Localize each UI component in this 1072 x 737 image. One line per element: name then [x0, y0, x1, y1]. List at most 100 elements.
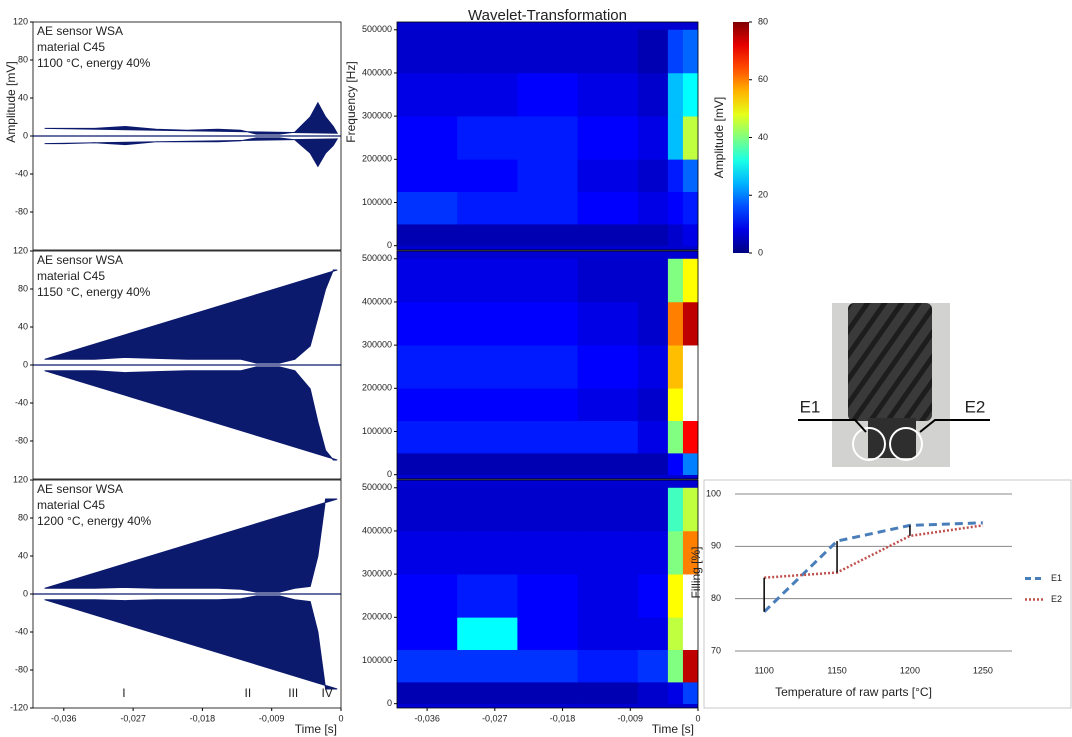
heatmap-cell [637, 301, 669, 346]
heatmap-cell [457, 191, 518, 225]
heatmap-cell [397, 682, 458, 704]
heatmap-cell [517, 258, 578, 303]
heatmap-cell [577, 345, 639, 389]
plot-border [396, 479, 699, 709]
heatmap-cell [397, 420, 458, 454]
y-tick-label: -80 [15, 206, 28, 216]
heatmap-cell [637, 72, 669, 117]
heatmap-cell [667, 617, 684, 651]
x-tick-label: 1250 [973, 665, 993, 675]
y-tick-label: 0 [387, 240, 392, 250]
heatmap-cell [667, 388, 684, 422]
heatmap-cell [682, 530, 699, 575]
x-tick-label: 0 [338, 713, 343, 723]
y-tick-label: 120 [13, 474, 28, 484]
phase-marker: II [244, 686, 251, 700]
heatmap-cell [667, 301, 684, 346]
y-tick-label: 100000 [362, 426, 392, 436]
y-tick-label: 300000 [362, 340, 392, 350]
colorbar-label: Amplitude [mV] [712, 97, 726, 178]
chart-title: Wavelet-Transformation [468, 7, 627, 24]
heatmap-cell [577, 224, 639, 246]
heatmap-cell [577, 116, 639, 160]
y-tick-label: 0 [387, 469, 392, 479]
y-tick-label: 0 [23, 588, 28, 598]
x-tick-label: -0,018 [190, 713, 216, 723]
heatmap-cell [637, 159, 669, 193]
y-tick-label: 40 [18, 550, 28, 560]
plot-border [396, 250, 699, 480]
colorbar [733, 22, 749, 253]
heatmap-cell [397, 258, 458, 303]
y-tick-label: 80 [18, 54, 28, 64]
plot-border [396, 21, 699, 251]
heatmap-cell [577, 682, 639, 704]
heatmap-cell [682, 453, 699, 475]
heatmap-cell [457, 224, 518, 246]
x-axis-label: Time [s] [295, 722, 337, 736]
chart-frame [703, 479, 1072, 709]
photo-label: E2 [965, 397, 986, 416]
y-axis-label: Amplitude [mV] [4, 61, 18, 142]
gear [848, 303, 932, 421]
y-tick-label: 400000 [362, 296, 392, 306]
heatmap-cell [577, 487, 639, 532]
heatmap-cell [577, 388, 639, 422]
y-tick-label: 120 [13, 16, 28, 26]
heatmap-cell [517, 530, 578, 575]
photo: E1 E2 [798, 303, 990, 467]
y-axis-label: Filling [%] [689, 546, 703, 598]
heatmap-cell [682, 420, 699, 454]
heatmap-cell [577, 453, 639, 475]
heatmap-cell [517, 116, 578, 160]
heatmap-cell [637, 682, 669, 704]
y-tick-label: -80 [15, 435, 28, 445]
heatmap-cell [667, 258, 684, 303]
heatmap-cell [682, 617, 699, 651]
legend-label: E2 [1051, 594, 1062, 604]
heatmap-cell [457, 420, 518, 454]
heatmap-cell [517, 617, 578, 651]
heatmap-cell [457, 258, 518, 303]
heatmap-cell [667, 159, 684, 193]
heatmap-cell [517, 29, 578, 74]
heatmap-cell [682, 682, 699, 704]
y-tick-label: 40 [18, 321, 28, 331]
y-tick-label: 100000 [362, 655, 392, 665]
heatmap-cell [637, 530, 669, 575]
x-tick-label: -0,027 [482, 713, 508, 723]
heatmap-cell [667, 345, 684, 389]
heatmap-cell [397, 617, 458, 651]
heatmap-cell [682, 301, 699, 346]
heatmap-cell [517, 682, 578, 704]
y-tick-label: -120 [10, 702, 28, 712]
heatmap-cell [397, 301, 458, 346]
heatmap-cell [667, 420, 684, 454]
heatmap-cell [517, 345, 578, 389]
region-circle [852, 427, 886, 461]
y-tick-label: 100000 [362, 197, 392, 207]
signal-envelope [44, 498, 338, 593]
heatmap-cell [577, 574, 639, 618]
y-tick-label: 80 [18, 283, 28, 293]
x-tick-label: 1100 [754, 665, 773, 675]
annotation: AE sensor WSA [37, 253, 123, 267]
heatmap-cell [667, 487, 684, 532]
heatmap-cell [637, 191, 669, 225]
heatmap-cell [667, 116, 684, 160]
y-axis-label: Frequency [Hz] [344, 61, 358, 142]
heatmap-cell [682, 487, 699, 532]
signal-envelope [44, 366, 338, 461]
annotation: material C45 [37, 40, 105, 54]
heatmap-cell [577, 617, 639, 651]
x-tick-label: -0,036 [51, 713, 77, 723]
heatmap-cell [577, 159, 639, 193]
heatmap-cell [577, 301, 639, 346]
heatmap-cell [397, 116, 458, 160]
heatmap-cell [577, 258, 639, 303]
heatmap-cell [457, 617, 518, 651]
x-tick-label: 1150 [827, 665, 846, 675]
heatmap-cell [637, 617, 669, 651]
heatmap-cell [517, 574, 578, 618]
